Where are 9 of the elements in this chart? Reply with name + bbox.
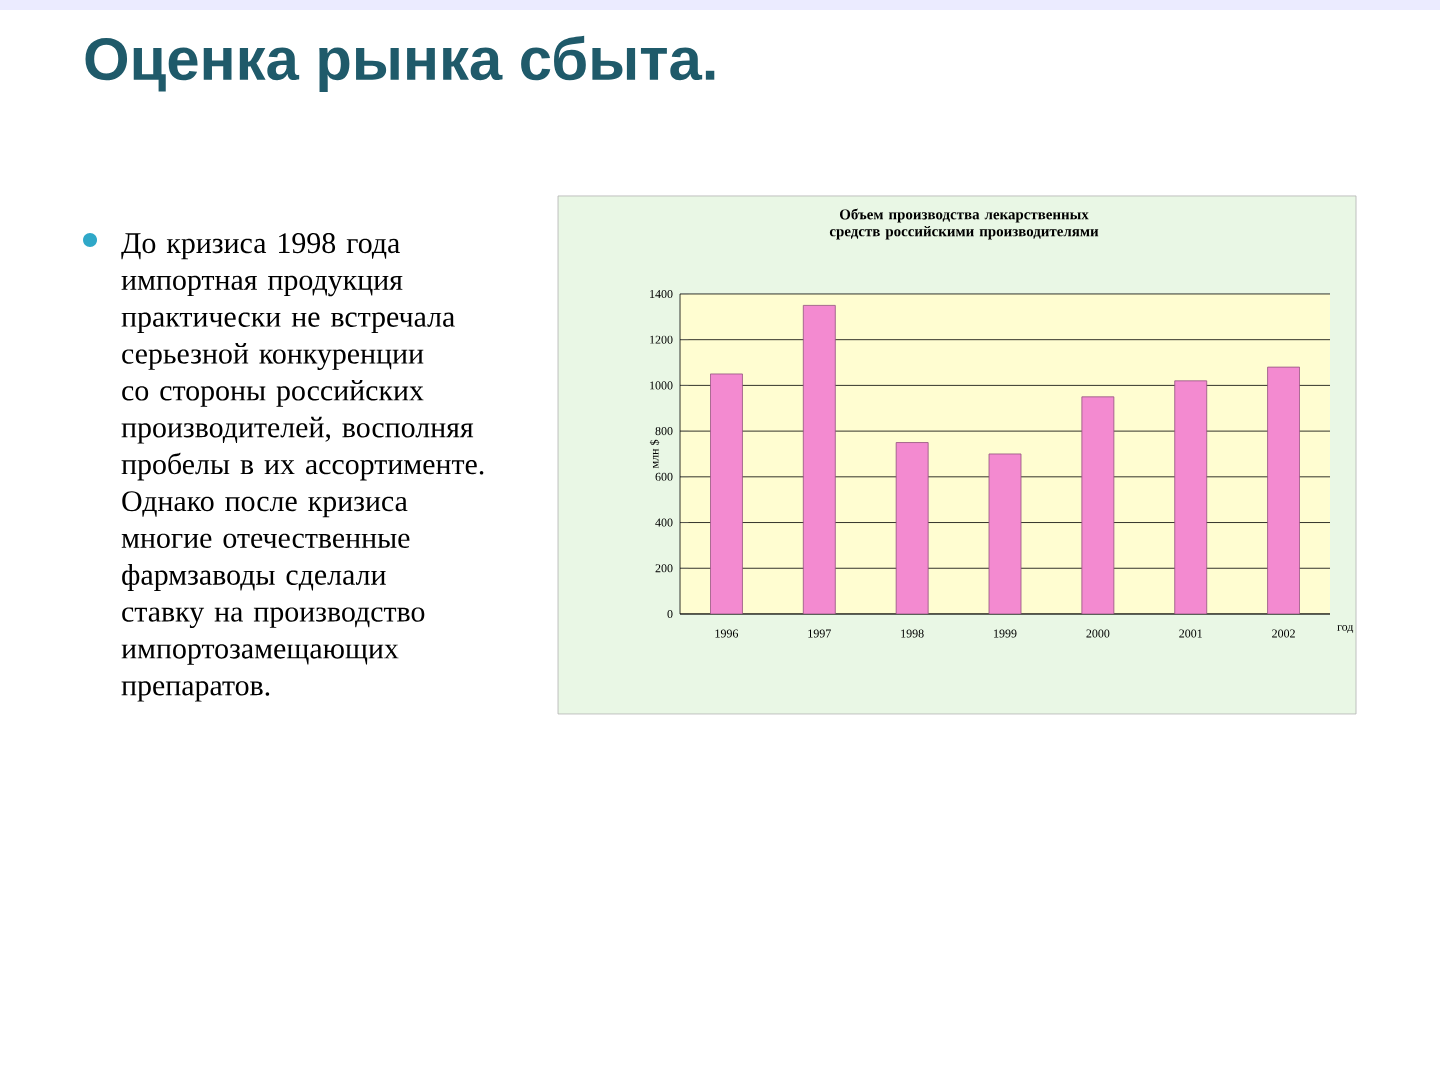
bar <box>710 373 743 614</box>
bar <box>1267 366 1300 614</box>
bar <box>988 453 1022 614</box>
bar <box>1081 396 1115 614</box>
bar <box>895 442 929 614</box>
chart-title: Оценка рынка сбыта. <box>85 35 715 93</box>
text: До кризиса 1998 года импортная продукция практически не встречала серьезной конкуренции со стороны российских производителей, восполняя пробелы в их ассортименте. Однако после кризиса многие отечественные фармзаводы сделали ставку на производство импортозамещающих препаратов. <box>121 233 484 702</box>
bar <box>1174 380 1208 614</box>
bar <box>802 305 836 614</box>
